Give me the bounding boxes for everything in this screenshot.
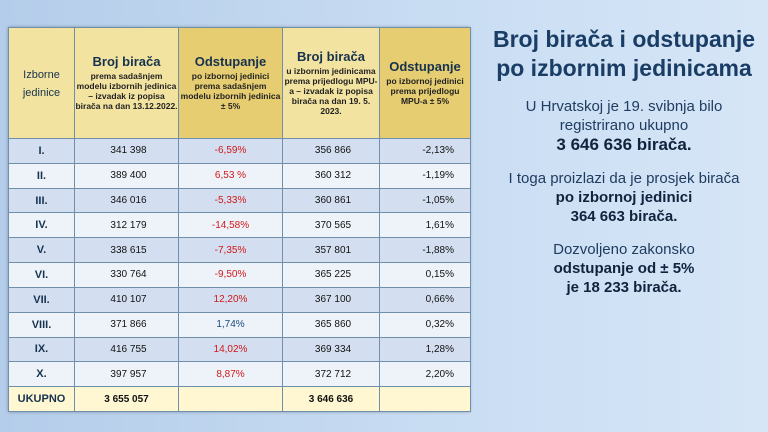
voters-proposal-cell: 365 860 (282, 311, 380, 338)
unit-cell: III. (8, 187, 75, 214)
deviation-proposal-cell: 1,61% (379, 212, 471, 239)
deviation-current-cell: -14,58% (178, 212, 283, 239)
unit-cell: V. (8, 237, 75, 264)
total-deviation-proposal (379, 386, 471, 412)
deviation-current-cell: 8,87% (178, 361, 283, 388)
header-units: Izborne jedinice (8, 27, 75, 139)
deviation-current-cell: -9,50% (178, 262, 283, 288)
table-row: IV. 312 179 -14,58% 370 565 1,61% (8, 212, 471, 239)
deviation-proposal-cell: -2,13% (379, 138, 471, 164)
voters-proposal-cell: 357 801 (282, 237, 380, 264)
deviation-proposal-cell: -1,88% (379, 237, 471, 264)
unit-cell: II. (8, 162, 75, 189)
header-voters-current: Broj birača prema sadašnjem modelu izbor… (74, 27, 179, 139)
voters-table: Izborne jedinice Broj birača prema sadaš… (8, 27, 471, 412)
table-row: VII. 410 107 12,20% 367 100 0,66% (8, 286, 471, 313)
deviation-current-cell: -5,33% (178, 187, 283, 214)
deviation-current-cell: 6,53 % (178, 162, 283, 189)
deviation-current-cell: -6,59% (178, 138, 283, 164)
voters-proposal-cell: 365 225 (282, 262, 380, 288)
voters-proposal-cell: 367 100 (282, 286, 380, 313)
deviation-current-cell: 1,74% (178, 311, 283, 338)
unit-cell: X. (8, 361, 75, 388)
table-row: X. 397 957 8,87% 372 712 2,20% (8, 361, 471, 388)
table-body: I. 341 398 -6,59% 356 866 -2,13% II. 389 400 6,… (8, 138, 471, 412)
voters-table-panel: Izborne jedinice Broj birača prema sadaš… (8, 27, 471, 412)
voters-proposal-cell: 360 861 (282, 187, 380, 214)
unit-cell: VI. (8, 262, 75, 288)
voters-proposal-cell: 372 712 (282, 361, 380, 388)
voters-current-cell: 416 755 (74, 336, 179, 363)
voters-current-cell: 371 866 (74, 311, 179, 338)
table-row: IX. 416 755 14,02% 369 334 1,28% (8, 336, 471, 363)
unit-cell: IV. (8, 212, 75, 239)
deviation-current-cell: 12,20% (178, 286, 283, 313)
unit-cell: IX. (8, 336, 75, 363)
summary-paragraph-average: I toga proizlazi da je prosjek birača po… (508, 170, 740, 225)
total-label: UKUPNO (8, 386, 75, 412)
voters-proposal-cell: 360 312 (282, 162, 380, 189)
table-row: II. 389 400 6,53 % 360 312 -1,19% (8, 162, 471, 189)
deviation-current-cell: 14,02% (178, 336, 283, 363)
unit-cell: VIII. (8, 311, 75, 338)
voters-proposal-cell: 369 334 (282, 336, 380, 363)
summary-title: Broj birača i odstupanje po izbornim jed… (493, 26, 755, 81)
voters-current-cell: 312 179 (74, 212, 179, 239)
total-voters-current: 3 655 057 (74, 386, 179, 412)
unit-cell: VII. (8, 286, 75, 313)
deviation-proposal-cell: -1,05% (379, 187, 471, 214)
table-row: III. 346 016 -5,33% 360 861 -1,05% (8, 187, 471, 214)
voters-current-cell: 389 400 (74, 162, 179, 189)
header-deviation-proposal: Odstupanje po izbornoj jedinici prema pr… (379, 27, 471, 139)
summary-panel: Broj birača i odstupanje po izbornim jed… (490, 25, 758, 297)
summary-paragraph-total: U Hrvatskoj je 19. svibnja bilo registri… (525, 98, 723, 154)
deviation-proposal-cell: 2,20% (379, 361, 471, 388)
voters-current-cell: 410 107 (74, 286, 179, 313)
deviation-current-cell: -7,35% (178, 237, 283, 264)
total-voters-proposal: 3 646 636 (282, 386, 380, 412)
table-row: VI. 330 764 -9,50% 365 225 0,15% (8, 262, 471, 288)
voters-current-cell: 338 615 (74, 237, 179, 264)
voters-current-cell: 341 398 (74, 138, 179, 164)
table-row: VIII. 371 866 1,74% 365 860 0,32% (8, 311, 471, 338)
deviation-proposal-cell: 0,66% (379, 286, 471, 313)
unit-cell: I. (8, 138, 75, 164)
voters-current-cell: 330 764 (74, 262, 179, 288)
total-deviation-current (178, 386, 283, 412)
table-row: I. 341 398 -6,59% 356 866 -2,13% (8, 138, 471, 164)
voters-proposal-cell: 370 565 (282, 212, 380, 239)
header-deviation-current: Odstupanje po izbornoj jedinici prema sa… (178, 27, 283, 139)
deviation-proposal-cell: 0,32% (379, 311, 471, 338)
table-row: V. 338 615 -7,35% 357 801 -1,88% (8, 237, 471, 264)
voters-current-cell: 346 016 (74, 187, 179, 214)
deviation-proposal-cell: 1,28% (379, 336, 471, 363)
header-voters-proposal: Broj birača u izbornim jedinicama prema … (282, 27, 380, 139)
voters-current-cell: 397 957 (74, 361, 179, 388)
deviation-proposal-cell: 0,15% (379, 262, 471, 288)
deviation-proposal-cell: -1,19% (379, 162, 471, 189)
table-header-row: Izborne jedinice Broj birača prema sadaš… (8, 27, 471, 139)
table-total-row: UKUPNO 3 655 057 3 646 636 (8, 386, 471, 412)
voters-proposal-cell: 356 866 (282, 138, 380, 164)
summary-paragraph-deviation: Dozvoljeno zakonsko odstupanje od ± 5% j… (553, 241, 695, 296)
